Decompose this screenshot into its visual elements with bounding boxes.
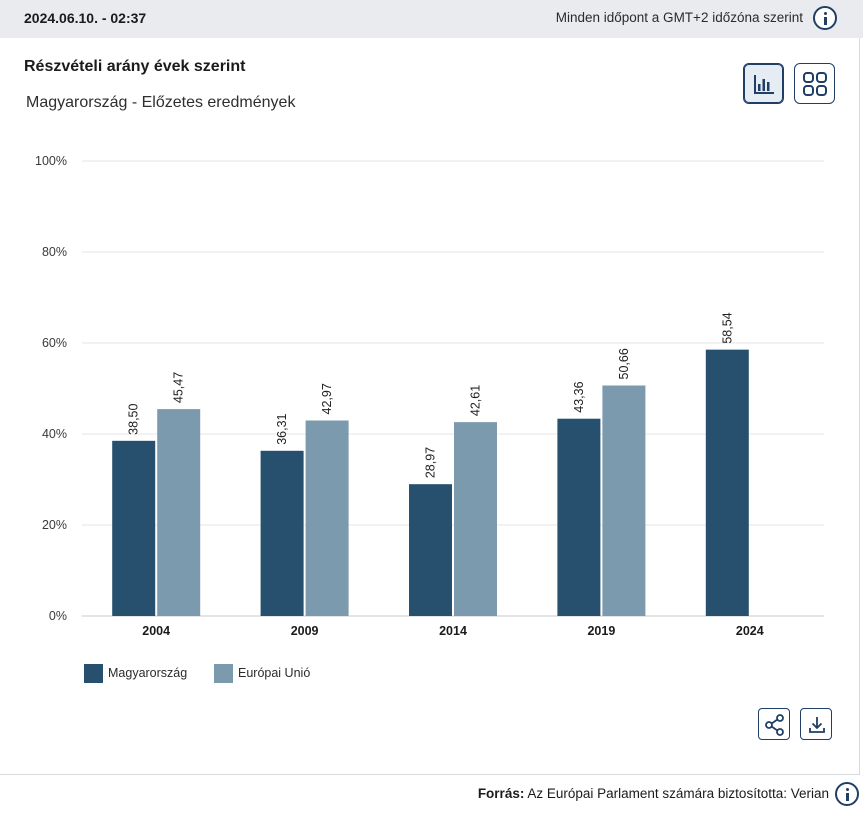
y-tick-label: 0% — [49, 609, 67, 623]
y-tick-label: 40% — [42, 427, 67, 441]
download-icon — [809, 717, 825, 733]
data-label: 28,97 — [424, 447, 438, 478]
x-tick-label: 2014 — [439, 624, 467, 638]
x-tick-label: 2024 — [736, 624, 764, 638]
data-label: 36,31 — [275, 413, 289, 444]
grid-view-button[interactable] — [794, 63, 835, 104]
chart-panel — [0, 38, 860, 775]
bar — [454, 422, 497, 616]
data-label: 43,36 — [572, 381, 586, 412]
y-tick-label: 20% — [42, 518, 67, 532]
bar-chart-icon — [754, 75, 774, 94]
info-icon[interactable] — [813, 6, 837, 30]
share-icon — [765, 714, 784, 736]
data-label: 50,66 — [617, 348, 631, 379]
x-tick-label: 2004 — [142, 624, 170, 638]
bar — [602, 385, 646, 616]
data-label: 45,47 — [172, 372, 186, 403]
data-label: 38,50 — [127, 403, 141, 434]
legend-label-magyarorszag: Magyarország — [108, 666, 188, 680]
bar — [112, 440, 156, 616]
y-tick-label: 60% — [42, 336, 67, 350]
bar — [260, 450, 304, 616]
bar — [409, 484, 452, 616]
source-text: Az Európai Parlament számára biztosított… — [527, 786, 829, 801]
bar — [557, 418, 601, 616]
x-tick-label: 2009 — [291, 624, 319, 638]
y-tick-label: 100% — [35, 154, 67, 168]
bar — [157, 409, 201, 616]
bar — [705, 349, 749, 616]
timezone-note: Minden időpont a GMT+2 időzóna szerint — [555, 10, 803, 25]
source-label: Forrás: — [477, 786, 525, 801]
legend-swatch-magyarorszag — [84, 664, 103, 683]
share-button[interactable] — [758, 708, 790, 740]
legend-label-europai-unio: Európai Unió — [238, 666, 311, 680]
chart-subtitle: Magyarország - Előzetes eredmények — [26, 94, 296, 111]
chart-title: Részvételi arány évek szerint — [24, 58, 246, 75]
top-bar: 2024.06.10. - 02:37 Minden időpont a GMT… — [0, 0, 863, 38]
grid-icon — [803, 72, 827, 96]
download-button[interactable] — [800, 708, 832, 740]
bar — [305, 420, 349, 616]
bar-chart-view-button[interactable] — [743, 63, 784, 104]
data-label: 42,61 — [469, 385, 483, 416]
turnout-bar-chart: 0% 20% 40% 60% 80% 100% 38,50 45,47 2004 36,31 42,… — [35, 154, 824, 638]
x-tick-label: 2019 — [587, 624, 615, 638]
legend-swatch-europai-unio — [214, 664, 233, 683]
timestamp: 2024.06.10. - 02:37 — [24, 10, 147, 26]
data-label: 58,54 — [720, 312, 734, 343]
y-tick-label: 80% — [42, 245, 67, 259]
data-label: 42,97 — [320, 383, 334, 414]
source-footer: Forrás: Az Európai Parlament számára biz… — [478, 786, 829, 801]
source-info-icon[interactable] — [835, 782, 859, 806]
